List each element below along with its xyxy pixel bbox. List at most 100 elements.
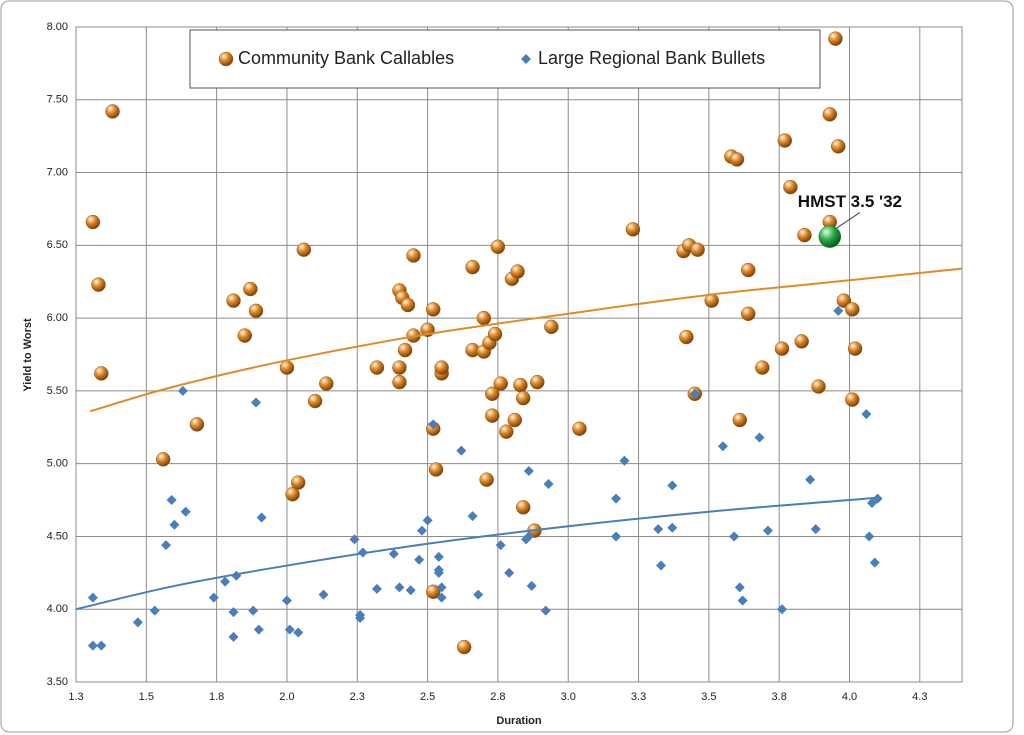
data-point	[572, 421, 587, 436]
data-point	[319, 376, 334, 391]
x-tick-label: 1.5	[139, 691, 154, 703]
data-point	[91, 277, 106, 292]
data-point	[653, 524, 664, 535]
data-point	[490, 239, 506, 255]
data-point	[392, 360, 407, 375]
data-point	[869, 557, 880, 568]
data-point	[611, 531, 622, 542]
data-point	[456, 445, 467, 456]
data-point	[754, 432, 765, 443]
data-point	[248, 605, 259, 616]
x-tick-label: 1.8	[209, 691, 224, 703]
data-point	[797, 227, 812, 243]
data-point	[625, 222, 641, 237]
data-point	[85, 214, 101, 230]
data-point	[479, 472, 494, 487]
data-point	[523, 531, 534, 542]
data-point	[392, 374, 407, 390]
data-point	[388, 548, 399, 559]
data-point	[611, 493, 622, 504]
y-tick-label: 6.00	[47, 312, 68, 324]
data-point	[667, 480, 678, 491]
data-point	[729, 531, 740, 542]
data-point	[476, 310, 492, 326]
data-point	[400, 297, 416, 313]
data-point	[465, 259, 480, 275]
data-point	[349, 534, 360, 545]
data-point	[228, 631, 239, 642]
data-point	[510, 264, 525, 279]
y-tick-label: 6.50	[47, 239, 68, 251]
x-tick-label: 3.3	[631, 691, 646, 703]
data-point	[169, 519, 180, 530]
y-tick-label: 4.00	[47, 603, 68, 615]
data-point	[180, 506, 191, 517]
data-point	[805, 474, 816, 485]
data-point	[619, 455, 630, 466]
data-point	[425, 302, 441, 317]
data-point	[861, 409, 872, 420]
x-tick-label: 3.0	[561, 691, 576, 703]
data-point	[755, 360, 770, 375]
data-point	[811, 379, 826, 394]
data-point	[256, 512, 267, 523]
data-point	[667, 522, 678, 533]
data-point	[296, 242, 312, 257]
data-point	[737, 595, 748, 606]
data-point	[794, 334, 809, 349]
y-tick-label: 7.00	[47, 166, 68, 178]
data-point	[864, 531, 875, 542]
data-point	[507, 412, 523, 428]
data-point	[523, 465, 534, 476]
x-axis-label: Duration	[496, 715, 542, 727]
data-point	[493, 376, 508, 391]
data-point	[87, 640, 98, 651]
legend-label: Large Regional Bank Bullets	[538, 48, 765, 68]
data-point	[732, 412, 748, 428]
data-point	[776, 604, 787, 615]
plot-border	[75, 26, 963, 683]
data-point	[717, 441, 728, 452]
data-point	[513, 377, 528, 393]
data-point	[845, 392, 860, 407]
data-point	[253, 624, 264, 635]
y-tick-label: 8.00	[47, 21, 68, 33]
data-point	[515, 500, 531, 515]
data-point	[94, 366, 109, 381]
data-point	[740, 262, 756, 278]
data-point	[189, 417, 205, 432]
data-point	[414, 554, 425, 565]
data-point	[155, 452, 171, 467]
data-point	[87, 592, 98, 603]
x-tick-label: 2.0	[279, 691, 294, 703]
data-point	[810, 524, 821, 535]
data-point	[228, 607, 239, 618]
data-point	[422, 515, 433, 526]
data-point	[828, 31, 843, 46]
y-tick-label: 5.50	[47, 385, 68, 397]
data-point	[307, 393, 323, 409]
data-point	[526, 580, 537, 591]
data-point	[406, 248, 421, 263]
data-point	[762, 525, 773, 536]
data-point	[293, 627, 304, 638]
data-point	[729, 152, 745, 167]
data-point	[279, 360, 295, 375]
annotation-point	[818, 225, 842, 248]
data-point	[679, 329, 694, 345]
data-point	[237, 328, 253, 343]
data-point	[544, 319, 559, 335]
data-point	[822, 107, 838, 122]
data-point	[540, 605, 551, 616]
data-point	[369, 360, 385, 375]
data-point	[416, 525, 427, 536]
legend: Community Bank Callables Large Regional B…	[189, 29, 821, 89]
data-point	[499, 424, 514, 439]
data-point	[318, 589, 329, 600]
y-tick-label: 5.00	[47, 458, 68, 470]
data-point	[290, 475, 306, 490]
data-point	[473, 589, 484, 600]
data-point	[456, 639, 472, 655]
x-tick-label: 3.5	[701, 691, 716, 703]
data-point	[371, 583, 382, 594]
